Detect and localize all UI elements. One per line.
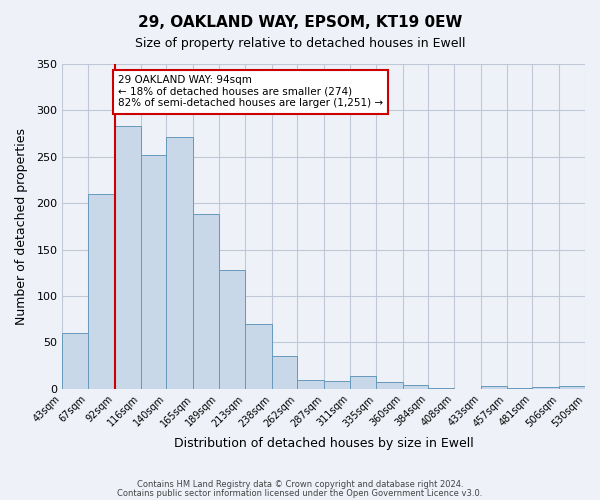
X-axis label: Distribution of detached houses by size in Ewell: Distribution of detached houses by size …	[174, 437, 473, 450]
Bar	[88, 194, 115, 389]
Bar	[298, 380, 324, 389]
Bar	[350, 376, 376, 389]
Text: 29 OAKLAND WAY: 94sqm
← 18% of detached houses are smaller (274)
82% of semi-det: 29 OAKLAND WAY: 94sqm ← 18% of detached …	[118, 75, 383, 108]
Bar	[506, 388, 532, 389]
Text: Contains public sector information licensed under the Open Government Licence v3: Contains public sector information licen…	[118, 489, 482, 498]
Text: Size of property relative to detached houses in Ewell: Size of property relative to detached ho…	[135, 38, 465, 51]
Bar	[166, 138, 193, 389]
Bar	[219, 270, 245, 389]
Text: 29, OAKLAND WAY, EPSOM, KT19 0EW: 29, OAKLAND WAY, EPSOM, KT19 0EW	[138, 15, 462, 30]
Bar	[62, 333, 88, 389]
Bar	[403, 385, 428, 389]
Bar	[272, 356, 298, 389]
Bar	[324, 382, 350, 389]
Bar	[559, 386, 585, 389]
Bar	[376, 382, 403, 389]
Bar	[140, 155, 166, 389]
Bar	[245, 324, 272, 389]
Bar	[532, 387, 559, 389]
Bar	[115, 126, 140, 389]
Bar	[481, 386, 506, 389]
Y-axis label: Number of detached properties: Number of detached properties	[15, 128, 28, 325]
Text: Contains HM Land Registry data © Crown copyright and database right 2024.: Contains HM Land Registry data © Crown c…	[137, 480, 463, 489]
Bar	[193, 214, 219, 389]
Bar	[428, 388, 454, 389]
